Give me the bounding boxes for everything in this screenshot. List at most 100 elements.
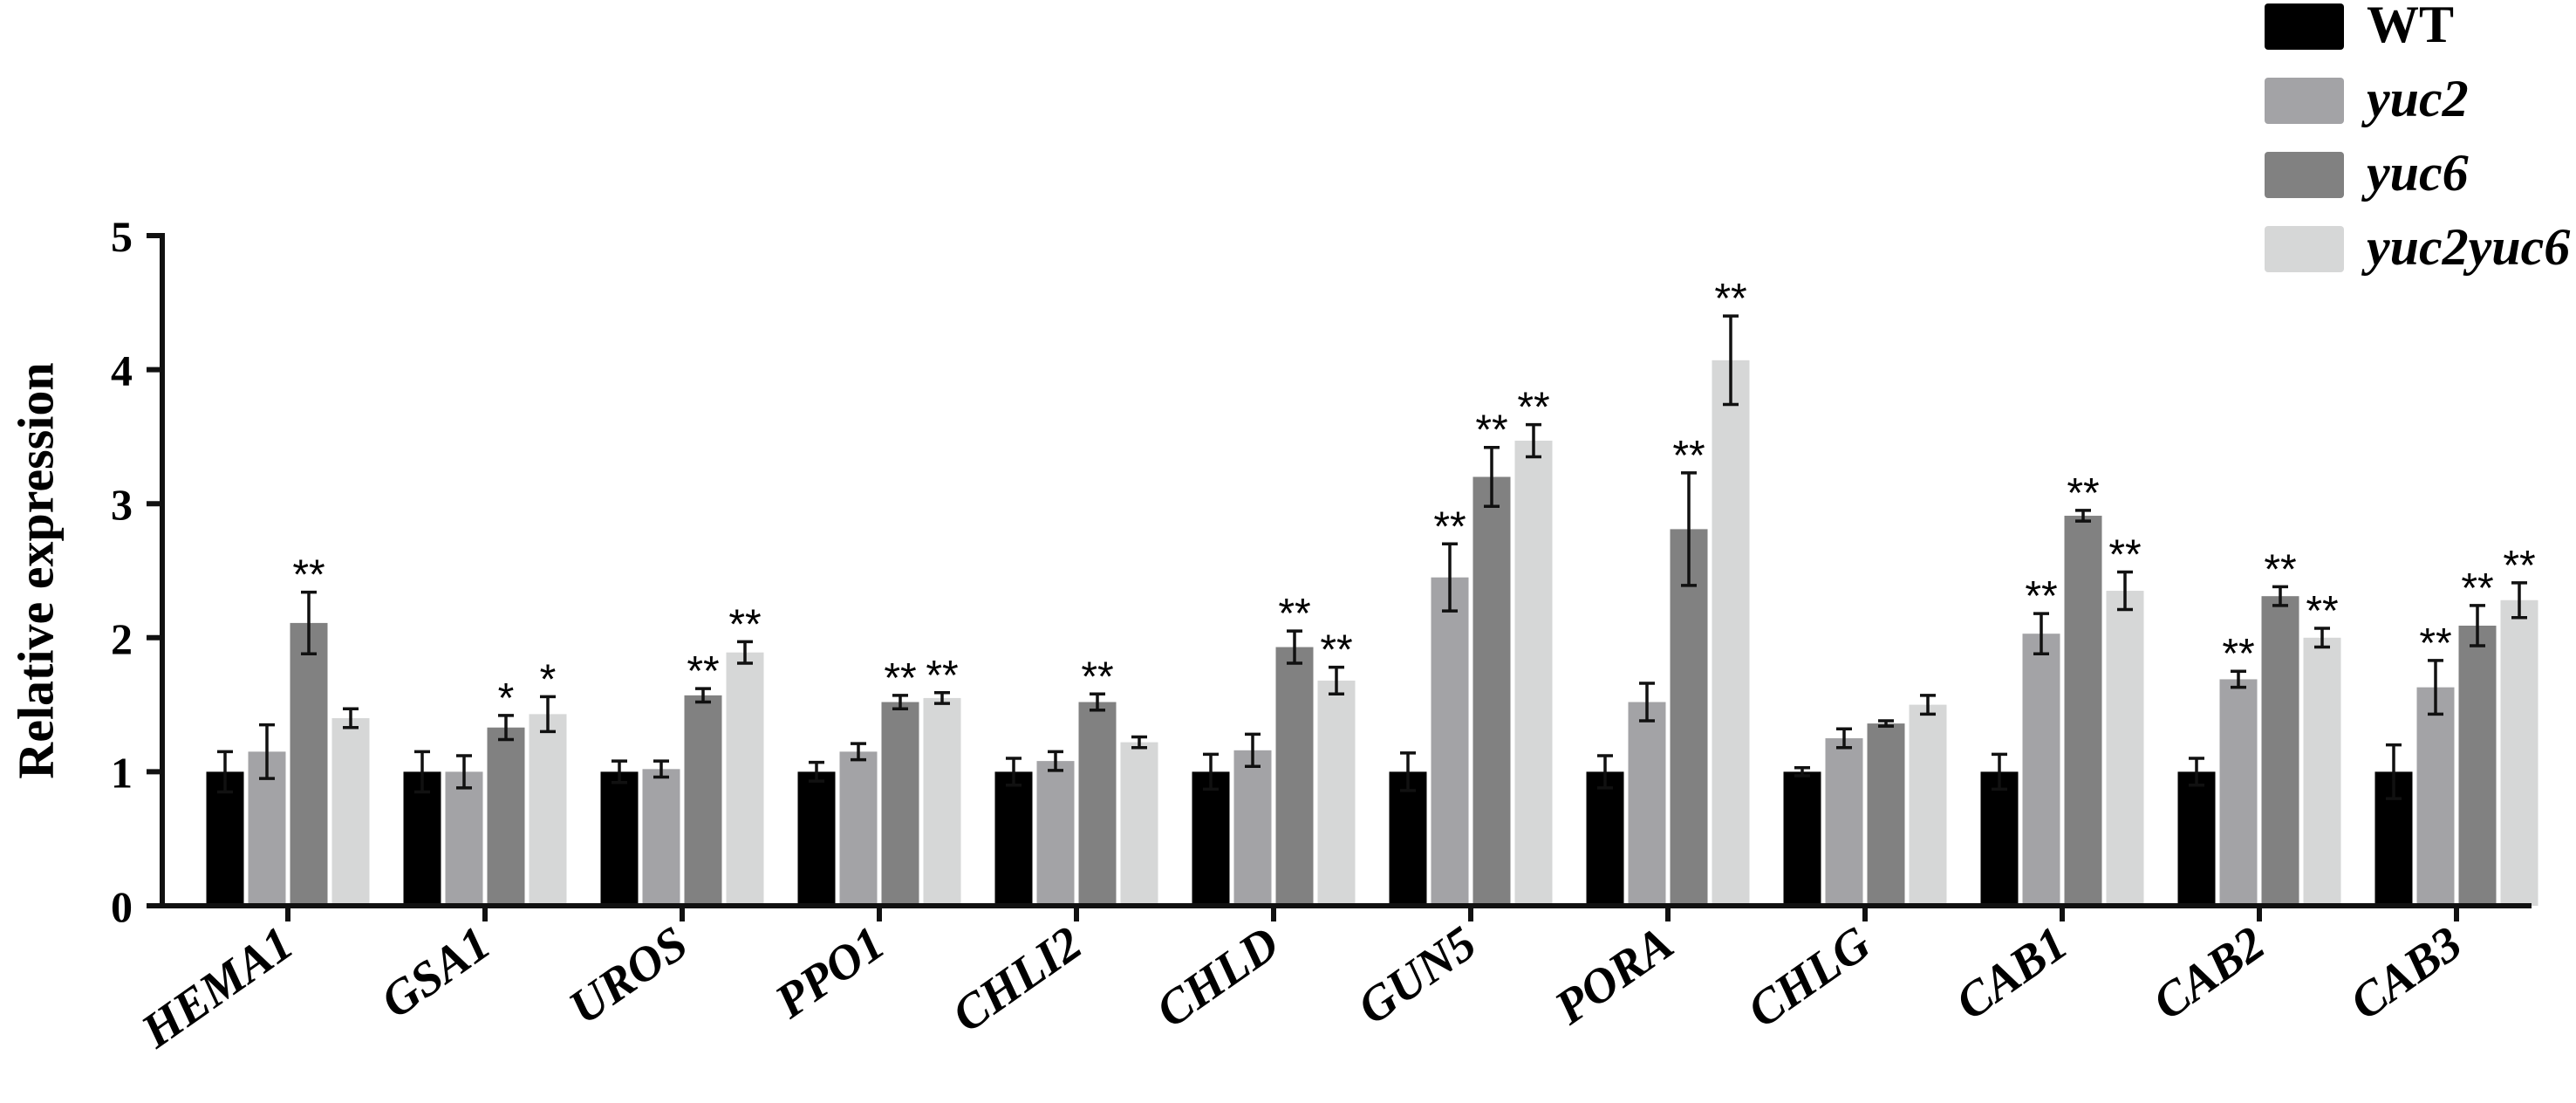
- error-bar-CAB1-yuc6: [2075, 509, 2091, 523]
- bar-PORA-yuc2: [1628, 702, 1666, 906]
- y-tick-label-5: 5: [111, 212, 133, 261]
- x-tick-label-GUN5: GUN5: [1349, 916, 1486, 1035]
- error-bar-CHLI2-yuc2: [1048, 750, 1063, 772]
- bar-UROS-yuc2yuc6: [726, 652, 764, 906]
- bar-UROS-yuc6: [684, 695, 722, 906]
- x-tick-label-CAB3: CAB3: [2340, 916, 2471, 1031]
- error-bar-CHLD-yuc2: [1245, 732, 1261, 769]
- error-bar-CHLD-WT: [1203, 752, 1219, 791]
- error-bar-PORA-yuc6: [1681, 471, 1697, 587]
- significance-CAB2-yuc2: **: [2222, 631, 2254, 677]
- significance-GSA1-yuc6: *: [498, 675, 515, 722]
- error-bars-layer: [217, 314, 2527, 800]
- bar-CHLD-WT: [1192, 771, 1230, 906]
- bar-UROS-WT: [600, 771, 639, 906]
- legend-swatch-yuc2: [2265, 78, 2344, 124]
- bar-CHLG-yuc6: [1867, 723, 1905, 906]
- error-bar-CAB2-WT: [2189, 757, 2204, 787]
- error-bar-CHLD-yuc6: [1287, 629, 1302, 665]
- x-tick-label-CHLD: CHLD: [1146, 916, 1288, 1038]
- error-bar-CAB2-yuc2: [2231, 669, 2246, 689]
- error-bar-GSA1-WT: [414, 750, 430, 794]
- bar-CHLI2-WT: [994, 771, 1033, 906]
- bars-layer: [206, 360, 2538, 906]
- significance-PORA-yuc6: **: [1672, 433, 1705, 479]
- significance-CAB1-yuc2yuc6: **: [2108, 532, 2141, 579]
- bar-PPO1-WT: [797, 771, 836, 906]
- y-tick-label-2: 2: [111, 614, 133, 663]
- error-bar-CHLI2-yuc2yuc6: [1131, 735, 1147, 750]
- significance-CHLD-yuc6: **: [1278, 591, 1310, 637]
- bar-GUN5-yuc6: [1472, 476, 1511, 906]
- significance-HEMA1-yuc6: **: [292, 552, 325, 599]
- x-tick-label-CAB2: CAB2: [2143, 916, 2274, 1031]
- x-tick-label-CAB1: CAB1: [1946, 916, 2077, 1031]
- error-bar-PORA-WT: [1597, 754, 1613, 790]
- significance-CAB3-yuc6: **: [2461, 565, 2493, 612]
- bar-HEMA1-yuc6: [290, 622, 328, 906]
- x-tick-label-CHLI2: CHLI2: [943, 916, 1092, 1043]
- bar-PPO1-yuc2yuc6: [923, 697, 961, 906]
- bar-GUN5-yuc2: [1431, 577, 1469, 906]
- significance-CAB2-yuc6: **: [2264, 546, 2296, 593]
- significance-GUN5-yuc6: **: [1475, 408, 1507, 454]
- significance-PPO1-yuc6: **: [884, 655, 916, 702]
- bar-CHLD-yuc2yuc6: [1317, 680, 1356, 906]
- error-bar-HEMA1-yuc6: [301, 590, 317, 655]
- bar-HEMA1-yuc2yuc6: [331, 717, 370, 906]
- error-bar-HEMA1-WT: [217, 750, 233, 794]
- error-bar-GSA1-yuc2yuc6: [540, 695, 556, 734]
- bar-CHLD-yuc2: [1233, 750, 1272, 906]
- x-tick-label-CHLG: CHLG: [1738, 916, 1880, 1038]
- bar-GSA1-WT: [403, 771, 441, 906]
- bar-GUN5-WT: [1389, 771, 1427, 906]
- error-bar-CHLG-yuc2yuc6: [1920, 694, 1936, 716]
- significance-CAB2-yuc2yuc6: **: [2306, 588, 2338, 634]
- bar-CAB2-yuc6: [2261, 596, 2299, 906]
- error-bar-HEMA1-yuc2: [259, 723, 275, 780]
- bar-CAB3-yuc2yuc6: [2500, 599, 2538, 906]
- bar-CAB2-WT: [2177, 771, 2216, 906]
- x-tick-labels: HEMA1 GSA1 UROS PPO1 CHLI2 CHLD GUN5 PORA CHLG CA…: [131, 916, 2471, 1059]
- error-bar-PPO1-yuc2: [851, 742, 866, 762]
- bar-HEMA1-WT: [206, 771, 244, 906]
- legend-label-yuc2: yuc2: [2361, 70, 2469, 127]
- legend-label-yuc6: yuc6: [2361, 144, 2469, 202]
- significance-UROS-yuc2yuc6: **: [728, 601, 761, 647]
- axes: [147, 233, 2532, 921]
- error-bar-CHLD-yuc2yuc6: [1329, 665, 1344, 696]
- bar-PPO1-yuc2: [839, 751, 878, 906]
- bar-CAB1-yuc6: [2064, 516, 2102, 906]
- x-tick-label-UROS: UROS: [560, 916, 698, 1035]
- bar-CAB1-yuc2: [2022, 634, 2060, 906]
- bar-GSA1-yuc6: [487, 727, 525, 906]
- significance-CAB3-yuc2yuc6: **: [2503, 543, 2535, 589]
- error-bar-CAB1-yuc2yuc6: [2117, 570, 2133, 612]
- significance-GUN5-yuc2: **: [1433, 504, 1466, 550]
- bar-CAB1-WT: [1980, 771, 2019, 906]
- significance-UROS-yuc6: **: [687, 648, 719, 695]
- error-bar-CAB3-yuc2: [2428, 659, 2443, 716]
- error-bar-CHLG-WT: [1794, 766, 1810, 778]
- bar-GUN5-yuc2yuc6: [1514, 441, 1553, 906]
- significance-CAB3-yuc2: **: [2419, 620, 2451, 667]
- error-bar-UROS-yuc2: [653, 759, 669, 779]
- bar-CHLI2-yuc6: [1078, 702, 1117, 906]
- legend-swatch-yuc6: [2265, 152, 2344, 198]
- bar-GSA1-yuc2: [445, 771, 483, 906]
- x-tick-label-HEMA1: HEMA1: [131, 916, 303, 1059]
- error-bar-PPO1-yuc2yuc6: [934, 691, 950, 705]
- bar-GSA1-yuc2yuc6: [529, 714, 567, 906]
- legend-item-yuc6: yuc6: [2265, 144, 2469, 202]
- error-bar-CAB2-yuc6: [2272, 585, 2288, 607]
- legend-item-yuc2: yuc2: [2265, 70, 2469, 127]
- legend-swatch-WT: [2265, 3, 2344, 50]
- error-bar-GUN5-yuc2: [1442, 542, 1458, 613]
- legend-item-WT: WT: [2265, 0, 2454, 53]
- error-bar-UROS-yuc6: [695, 687, 711, 704]
- significance-CAB1-yuc2: **: [2025, 573, 2057, 620]
- y-tick-labels: 0 1 2 3 4 5: [111, 212, 133, 931]
- significance-CHLD-yuc2yuc6: **: [1320, 627, 1352, 674]
- significance-GUN5-yuc2yuc6: **: [1517, 385, 1549, 431]
